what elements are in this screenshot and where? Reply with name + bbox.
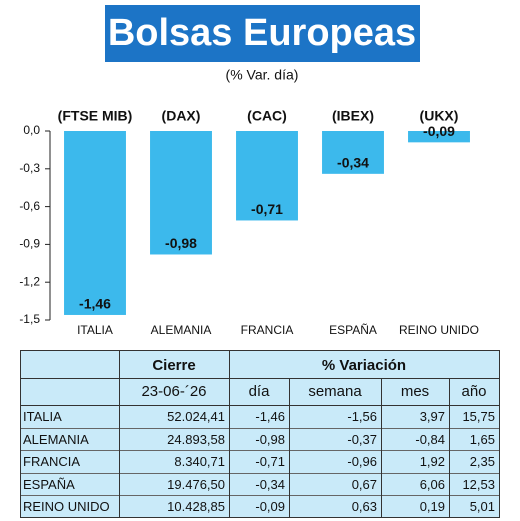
table-cell: -0,71 [255,454,285,469]
table-rule [21,405,499,406]
y-tick-label: -0,9 [19,237,40,251]
table-header: Cierre [152,357,196,374]
table-rule [21,495,499,496]
bar [150,131,212,255]
table-cell: -0,37 [347,431,377,447]
x-tick-label: ALEMANIA [151,323,212,337]
index-label: (FTSE MIB) [58,108,133,124]
chart: Bolsas Europeas (% Var. día) 0,0 -0,3 -0,6… [19,5,479,337]
table-cell: 15,75 [462,409,495,424]
x-tick-label: ITALIA [77,323,113,337]
row-label: REINO UNIDO [23,499,110,514]
table-cell: 12,53 [462,476,495,492]
table-subheader: mes [400,383,430,400]
table-cell: -0,98 [255,431,285,447]
value-label: -1,46 [79,296,111,312]
y-tick-label: -1,2 [19,274,40,288]
chart-subtitle: (% Var. día) [226,67,299,83]
bar [322,131,384,174]
table-cell: 52.024,41 [167,409,225,424]
y-tick-label: -1,5 [19,312,40,326]
table-cell: 0,67 [351,476,377,492]
row-label: ITALIA [23,409,62,424]
bar [408,131,470,143]
table-cell: 1,92 [419,454,445,469]
table-cell: -0,84 [415,431,445,447]
row-label: ALEMANIA [23,431,89,447]
table-cell: 19.476,50 [167,476,225,492]
table-cell: 1,65 [469,431,495,447]
table-rule [381,378,382,517]
row-label: FRANCIA [23,454,81,469]
value-label: -0,71 [251,201,283,217]
index-label: (DAX) [162,108,201,124]
x-tick-label: REINO UNIDO [399,323,479,337]
table-subheader: día [248,383,270,400]
table-rule [289,378,290,517]
table-cell: -0,96 [347,454,377,469]
table-cell: -0,09 [255,499,285,514]
table-cell: -1,56 [347,409,377,424]
bar [64,131,126,315]
table-cell: 10.428,85 [167,499,225,514]
table-cell: 3,97 [419,409,445,424]
value-label: -0,09 [423,123,455,139]
table-cell: 0,19 [419,499,445,514]
table-rule [21,378,499,379]
table-rule [119,351,120,517]
table-cell: -1,46 [255,409,285,424]
table-cell: 2,35 [469,454,495,469]
table-cell: 8.340,71 [174,454,225,469]
table-rule [21,450,499,451]
table-subheader: 23-06-´26 [141,383,207,400]
table-header: % Variación [321,357,407,374]
table-cell: 0,63 [351,499,377,514]
table-subheader: año [461,383,487,400]
y-tick-label: -0,6 [19,199,40,213]
table-rule [229,351,230,517]
table-rule [21,472,499,474]
x-tick-label: FRANCIA [241,323,294,337]
table-rule [449,378,450,517]
index-label: (UKX) [420,108,459,124]
table-cell: 6,06 [419,476,445,492]
value-label: -0,34 [337,155,369,171]
x-tick-label: ESPAÑA [329,323,377,337]
table-cell: 24.893,58 [167,431,225,447]
title-banner [105,5,420,62]
y-tick-label: -0,3 [19,161,40,175]
table-subheader: semana [308,383,362,400]
index-label: (IBEX) [332,108,374,124]
value-label: -0,98 [165,235,197,251]
row-label: ESPAÑA [23,476,75,492]
index-label: (CAC) [247,108,287,124]
table-cell: 5,01 [469,499,495,514]
table: Cierre % Variación 23-06-´26 día semana mes añ… [20,350,500,518]
bar [236,131,298,221]
table-cell: -0,34 [255,476,285,492]
chart-title: Bolsas Europeas [108,12,416,54]
y-tick-label: 0,0 [23,123,40,137]
table-rule [21,427,499,429]
